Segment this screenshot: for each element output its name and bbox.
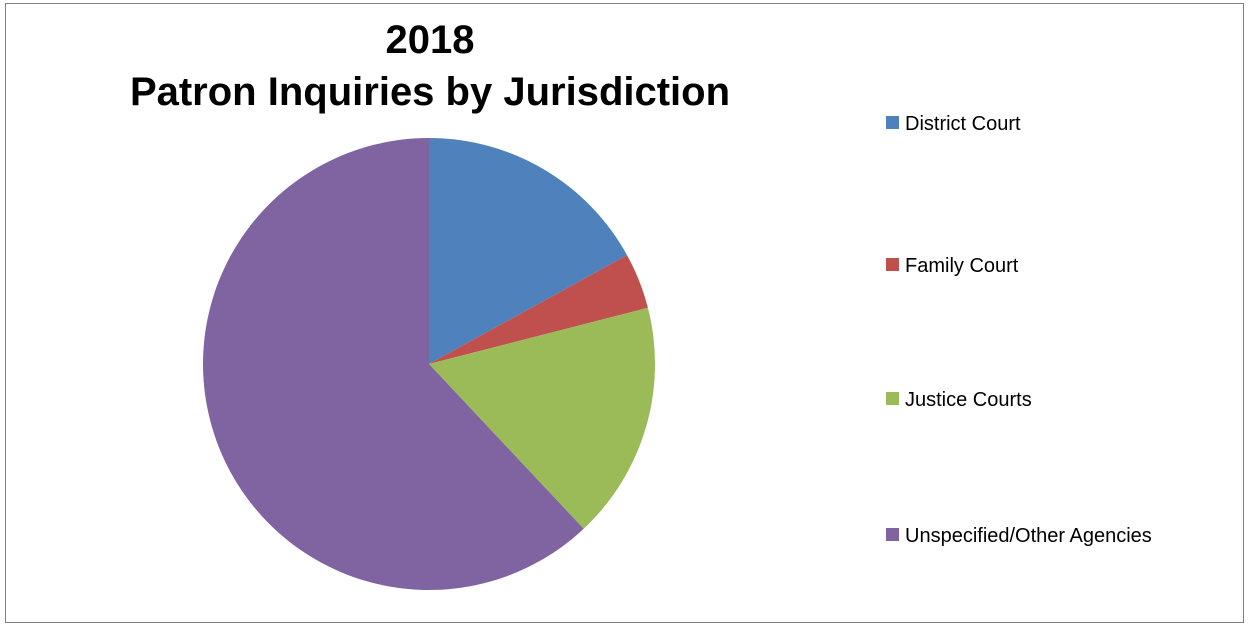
legend-label-district-court: District Court xyxy=(905,113,1021,135)
legend-swatch-unspecified-other-agencies xyxy=(886,528,899,542)
legend-item-unspecified-other-agencies: Unspecified/Other Agencies xyxy=(886,524,1152,548)
legend-swatch-justice-courts xyxy=(886,392,899,406)
legend-label-unspecified-other-agencies: Unspecified/Other Agencies xyxy=(905,525,1152,547)
chart-title-line-2: Patron Inquiries by Jurisdiction xyxy=(129,70,731,114)
pie-slice-justice-courts xyxy=(429,307,656,529)
chart-title-line-1: 2018 xyxy=(385,18,475,62)
legend-swatch-family-court xyxy=(886,258,899,272)
legend-item-justice-courts: Justice Courts xyxy=(886,388,1032,412)
legend-item-family-court: Family Court xyxy=(886,254,1018,278)
legend-item-district-court: District Court xyxy=(886,112,1021,136)
chart-title: 2018 Patron Inquiries by Jurisdiction xyxy=(80,14,780,118)
legend-swatch-district-court xyxy=(886,116,899,130)
pie-slice-family-court xyxy=(429,255,648,364)
pie-slice-unspecified-other-agencies xyxy=(202,138,584,590)
pie-slice-district-court xyxy=(429,138,628,364)
legend-label-justice-courts: Justice Courts xyxy=(905,389,1032,411)
legend-label-family-court: Family Court xyxy=(905,255,1019,277)
pie-slices xyxy=(202,138,656,590)
